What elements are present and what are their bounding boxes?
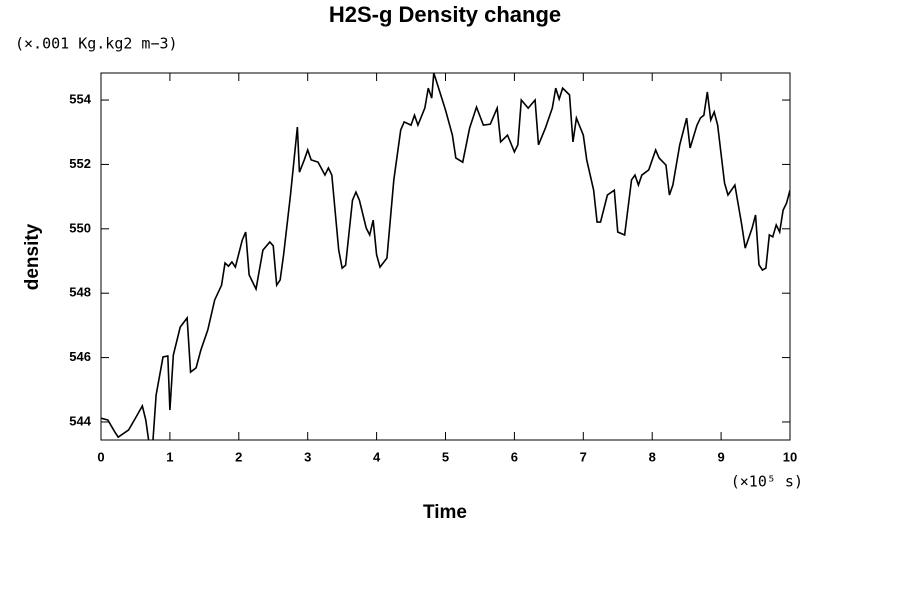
x-axis-label: Time — [423, 502, 467, 523]
x-tick-label: 6 — [511, 449, 518, 464]
data-line — [101, 73, 790, 440]
y-tick-label: 552 — [69, 156, 91, 171]
y-tick-label: 554 — [69, 91, 91, 106]
chart-title: H2S-g Density change — [329, 2, 561, 27]
x-tick-label: 4 — [373, 449, 381, 464]
y-tick-label: 550 — [69, 220, 91, 235]
y-tick-label: 546 — [69, 349, 91, 364]
y-unit-label: (×.001 Kg.kg2 m−3) — [15, 35, 178, 53]
x-tick-label: 10 — [783, 449, 797, 464]
y-tick-label: 548 — [69, 285, 91, 300]
plot-frame — [100, 72, 791, 441]
x-tick-label: 7 — [580, 449, 587, 464]
x-tick-label: 2 — [235, 449, 242, 464]
x-tick-label: 5 — [442, 449, 449, 464]
x-tick-label: 0 — [97, 449, 104, 464]
y-tick-label: 544 — [69, 413, 91, 428]
x-tick-label: 3 — [304, 449, 311, 464]
x-tick-label: 8 — [649, 449, 656, 464]
y-axis-label: density — [22, 223, 43, 290]
x-unit-label: (×10⁵ s) — [731, 473, 803, 491]
x-tick-label: 9 — [717, 449, 724, 464]
x-tick-label: 1 — [166, 449, 173, 464]
